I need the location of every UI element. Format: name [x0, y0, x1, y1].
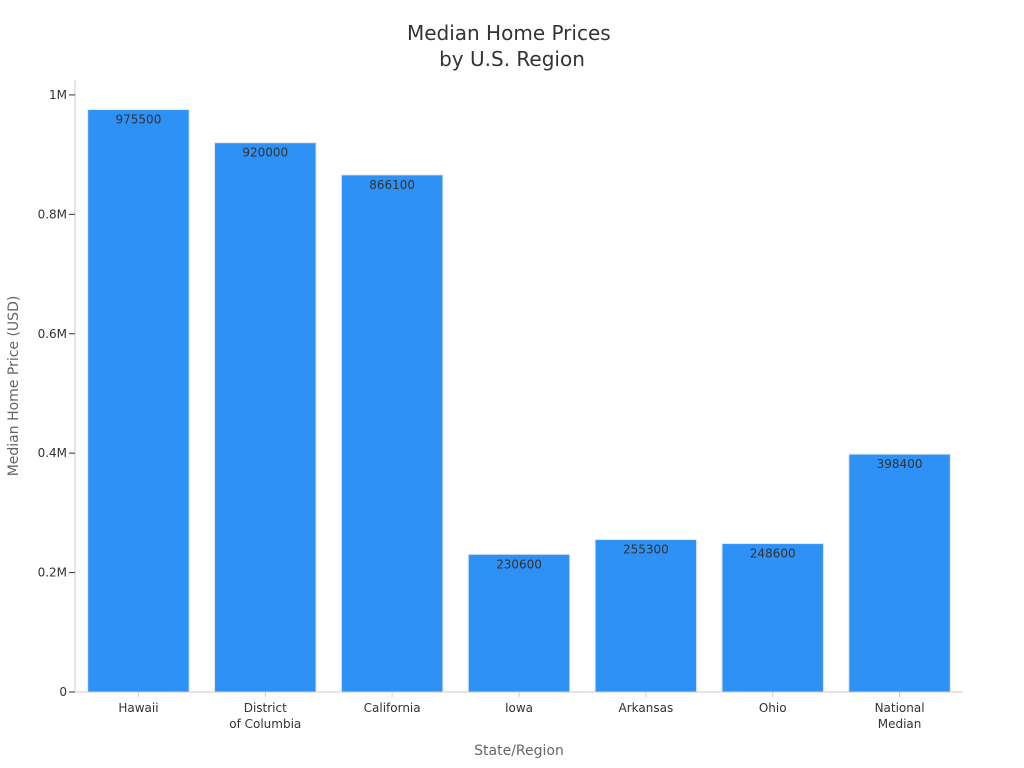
bar	[848, 453, 951, 693]
bar	[87, 109, 190, 693]
x-tick-label: California	[364, 701, 421, 715]
x-tick-label-line: of Columbia	[229, 717, 301, 731]
chart-title-line-1: Median Home Prices	[407, 21, 611, 45]
y-tick-label: 0	[59, 685, 67, 699]
x-tick-label: Iowa	[505, 701, 533, 715]
bar	[467, 553, 571, 693]
x-tick-label-line: District	[244, 701, 287, 715]
x-tick-label: Ohio	[759, 701, 787, 715]
x-axis: Hawaii District of Columbia California Iowa A…	[75, 691, 963, 731]
x-tick-label-line: Arkansas	[619, 701, 674, 715]
x-tick-label-line: California	[364, 701, 421, 715]
bar	[340, 174, 444, 693]
y-tick-label: 1M	[49, 88, 67, 102]
y-tick-label: 0.6M	[38, 327, 67, 341]
bar-data-label: 255300	[623, 543, 669, 557]
bar-data-label: 248600	[750, 547, 796, 561]
x-tick-label: Arkansas	[619, 701, 674, 715]
x-tick-label-line: Median	[878, 717, 922, 731]
bar-data-label: 230600	[496, 557, 542, 571]
x-axis-title: State/Region	[474, 743, 564, 759]
bar	[214, 142, 317, 693]
chart-title-line-2: by U.S. Region	[439, 47, 585, 71]
x-tick-label: Hawaii	[118, 701, 158, 715]
bar	[721, 543, 824, 693]
chart-title: Median Home Prices by U.S. Region	[407, 21, 617, 71]
x-tick-label-line: National	[875, 701, 925, 715]
x-tick-label-line: Iowa	[505, 701, 533, 715]
bar-data-label: 866100	[369, 178, 415, 192]
bar-data-label: 398400	[877, 457, 923, 471]
bar	[594, 539, 698, 693]
y-tick-label: 0.4M	[38, 446, 67, 460]
x-tick-label-line: Ohio	[759, 701, 787, 715]
x-tick-label: District of Columbia	[229, 701, 301, 731]
y-tick-label: 0.2M	[38, 566, 67, 580]
bar-data-label: 920000	[242, 146, 288, 160]
x-tick-label: National Median	[875, 701, 925, 731]
y-axis: 0 0.2M 0.4M 0.6M 0.8M 1M	[38, 80, 76, 699]
bar-data-label: 975500	[116, 113, 162, 127]
x-tick-label-line: Hawaii	[118, 701, 158, 715]
y-tick-label: 0.8M	[38, 207, 67, 221]
y-axis-title: Median Home Price (USD)	[6, 296, 22, 477]
bars-group: 975500 920000 866100 230600 255300 248600 3984…	[87, 109, 951, 693]
